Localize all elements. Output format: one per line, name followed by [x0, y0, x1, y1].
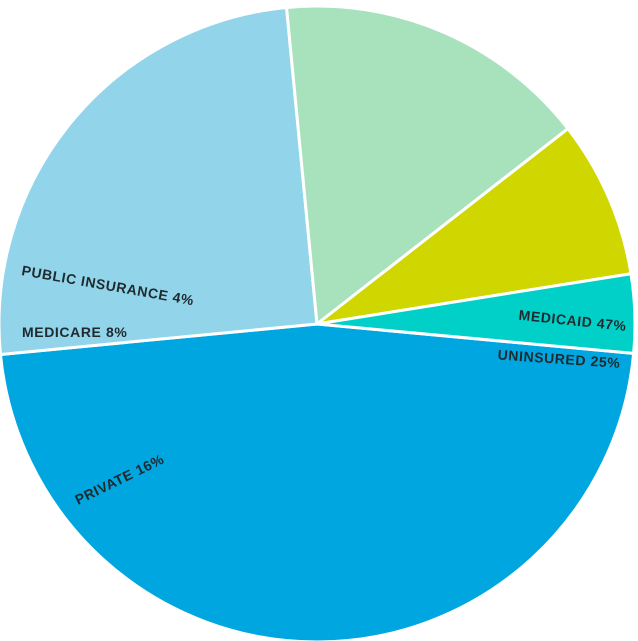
pie-slice-public-insurance [315, 272, 637, 355]
pie-slice-medicaid [0, 322, 636, 641]
pie-slice-private [285, 4, 570, 326]
pie-slice-medicare [315, 127, 633, 326]
pie-slice-uninsured [0, 5, 319, 356]
pie-slices [0, 4, 637, 641]
slice-label-medicare: MEDICARE 8% [22, 324, 127, 340]
